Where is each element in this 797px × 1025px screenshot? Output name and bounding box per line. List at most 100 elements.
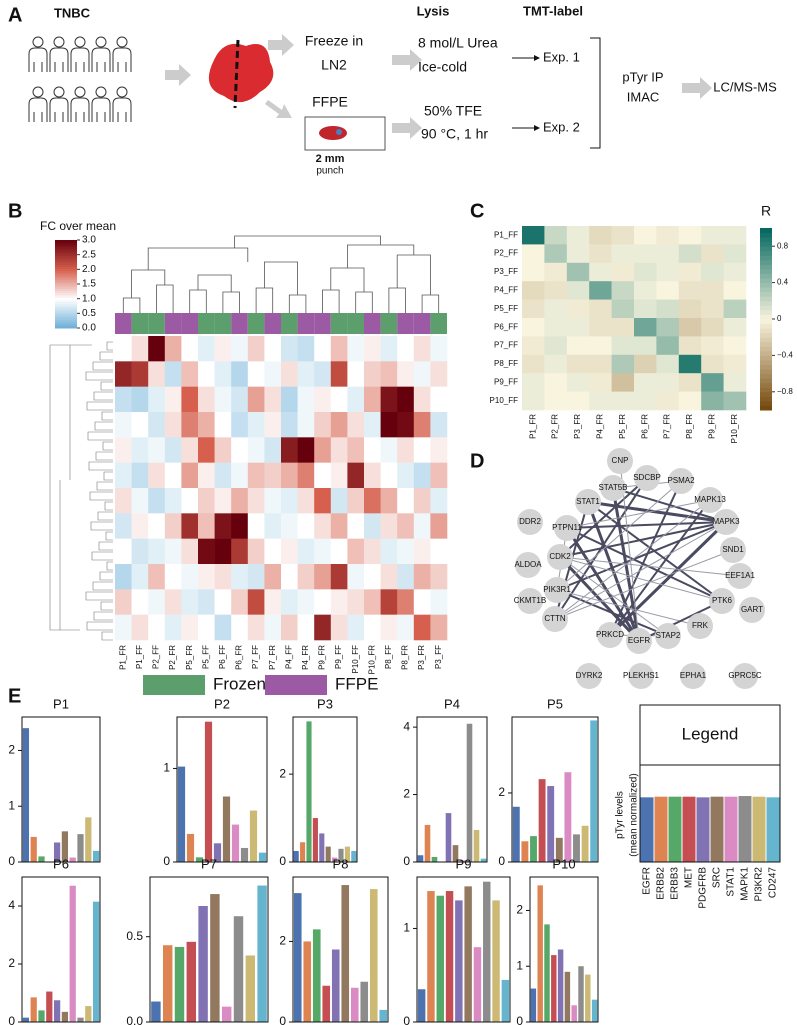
y-tick-label: 2 (516, 903, 523, 917)
network-node (727, 563, 753, 589)
heatmap-cell (364, 513, 381, 539)
arrow-head (534, 125, 540, 131)
heatmap-cell (214, 564, 232, 590)
heatmap-cell (115, 361, 132, 387)
heatmap-cell (131, 361, 149, 387)
heatmap-cell (314, 538, 332, 565)
bar (571, 1005, 577, 1022)
heatmap-cell (115, 614, 132, 641)
colorbar-step (55, 292, 77, 296)
heatmap-cell (264, 462, 282, 489)
heatmap-cell (115, 589, 132, 615)
column-label: P9_FF (334, 645, 343, 669)
heatmap-cell (214, 462, 232, 489)
heatmap-cell (364, 336, 381, 362)
heatmap-cell (264, 538, 282, 565)
heatmap-cell (181, 614, 199, 641)
chart-frame (511, 716, 599, 863)
heatmap-cell (330, 361, 348, 387)
node-label: PIK3R1 (543, 585, 571, 594)
heatmap-cell (214, 538, 232, 565)
heatmap-cell (231, 386, 249, 413)
person-body (28, 47, 48, 72)
heatmap-cell (281, 589, 298, 615)
heatmap-cell (413, 412, 431, 438)
bar (455, 900, 463, 1022)
corr-cell (701, 262, 724, 282)
heatmap-cell (131, 386, 149, 413)
colorbar-label: FC over mean (40, 219, 116, 233)
corr-cell (566, 299, 590, 319)
colorbar-step (760, 259, 772, 265)
dendrogram (95, 451, 113, 461)
person-head (32, 36, 44, 48)
heatmap-cell (380, 538, 398, 565)
heatmap-cell (181, 361, 199, 387)
label: LN2 (321, 57, 347, 73)
heatmap-cell (214, 361, 232, 387)
column-label: P10_FR (367, 645, 376, 675)
column-label: P3_FR (417, 645, 426, 670)
heatmap-cell (380, 437, 398, 463)
bar (547, 786, 555, 862)
heatmap-cell (297, 386, 315, 413)
heatmap-cell (397, 336, 415, 362)
colorbar-step (55, 319, 77, 322)
node-label: FRK (692, 621, 709, 630)
heatmap-cell (231, 462, 249, 489)
colorbar-step (760, 291, 772, 297)
corr-cell (678, 373, 702, 392)
colorbar-step (760, 391, 772, 397)
corr-cell (566, 318, 590, 337)
colorbar-step (760, 369, 772, 375)
colorbar-step (760, 241, 772, 247)
bar (61, 1011, 69, 1022)
network-edge (559, 477, 648, 558)
corr-cell (678, 318, 702, 337)
colorbar-step (55, 253, 77, 256)
heatmap-cell (430, 412, 448, 438)
dendrogram (86, 401, 113, 411)
node-label: STAT1 (576, 497, 600, 506)
heatmap-cell (264, 488, 282, 514)
colorbar-step (760, 309, 772, 315)
column-label: P8_FF (384, 645, 393, 669)
heatmap-cell (314, 462, 332, 489)
colorbar-step (760, 250, 772, 256)
dendrogram (96, 481, 113, 491)
heatmap-cell (264, 437, 282, 463)
corr-cell (634, 318, 657, 337)
bar (417, 989, 426, 1022)
chart-frame (176, 716, 268, 863)
heatmap-cell (430, 589, 448, 615)
corr-cell (522, 373, 545, 392)
bar (257, 885, 267, 1022)
heatmap-cell (198, 513, 215, 539)
heatmap-cell (413, 437, 431, 463)
heatmap-cell (148, 437, 166, 463)
y-tick-label: 0 (403, 1014, 410, 1025)
network-node (517, 509, 543, 535)
dendrogram (89, 491, 113, 501)
heatmap-cell (364, 488, 381, 514)
corr-cell (566, 281, 590, 300)
colorbar-step (760, 387, 772, 393)
heatmap-cell (198, 361, 215, 387)
heatmap-cell (364, 437, 381, 463)
chart-frame (21, 716, 101, 863)
heatmap-cell (214, 589, 232, 615)
group-bar (380, 313, 398, 334)
category-label: STAT1 (726, 867, 737, 897)
bar (585, 974, 591, 1022)
node-label: PRKCD (596, 630, 624, 639)
group-bar (131, 313, 149, 334)
heatmap-cell (430, 336, 448, 362)
label: 8 mol/L Urea (418, 35, 498, 51)
bar (573, 834, 580, 862)
label: Freeze in (305, 33, 363, 49)
colorbar-step (55, 277, 77, 281)
column-label: P10_FF (351, 645, 360, 674)
corr-cell (656, 281, 680, 300)
y-tick-label: 2 (8, 956, 15, 970)
colorbar-step (55, 279, 77, 283)
